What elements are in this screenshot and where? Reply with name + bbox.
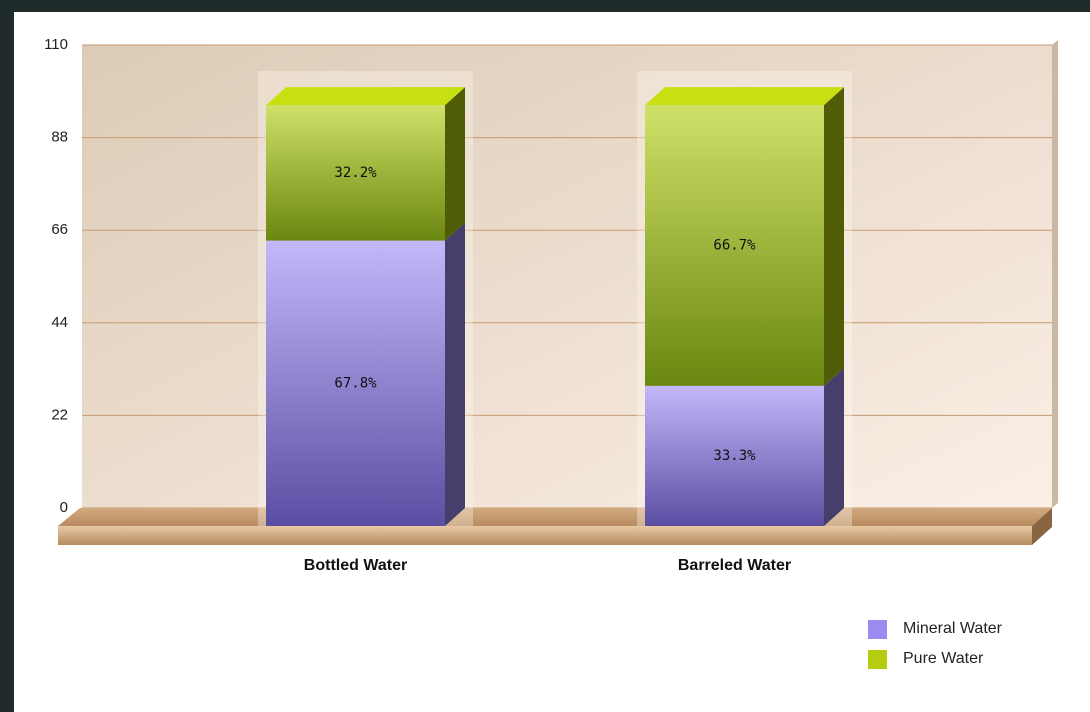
y-tick-label: 22 xyxy=(51,406,68,423)
floor-front xyxy=(58,526,1032,545)
bar-side xyxy=(445,87,465,241)
bar-segment xyxy=(266,105,445,241)
x-tick-label: Barreled Water xyxy=(678,557,791,574)
legend-label: Pure Water xyxy=(903,650,984,667)
y-tick-label: 44 xyxy=(51,314,68,331)
floor-top xyxy=(58,508,1052,526)
legend-swatch xyxy=(868,620,887,639)
legend-swatch xyxy=(868,650,887,669)
value-label: 32.2% xyxy=(334,165,377,181)
value-label: 66.7% xyxy=(713,237,756,253)
y-tick-label: 0 xyxy=(60,499,68,516)
x-tick-label: Bottled Water xyxy=(304,557,407,574)
bar-side xyxy=(824,87,844,386)
bar-segment xyxy=(645,385,824,526)
bar-side xyxy=(445,222,465,526)
y-tick-label: 88 xyxy=(51,129,68,146)
y-tick-label: 110 xyxy=(44,36,68,53)
legend-label: Mineral Water xyxy=(903,620,1003,637)
bar-segment xyxy=(645,105,824,386)
value-label: 67.8% xyxy=(334,375,377,391)
back-wall xyxy=(82,45,1052,508)
chart: 67.8% 32.2% 33.3% 66.7% 0 22 44 66 88 110 Bottled… xyxy=(14,12,1090,712)
bar-top xyxy=(645,87,844,106)
wall-side xyxy=(1052,40,1058,508)
bar-segment xyxy=(266,240,445,526)
value-label: 33.3% xyxy=(713,448,756,464)
y-tick-label: 66 xyxy=(51,221,68,238)
bar-top xyxy=(266,87,465,106)
floor-side xyxy=(1032,508,1052,545)
bar-side xyxy=(824,367,844,526)
